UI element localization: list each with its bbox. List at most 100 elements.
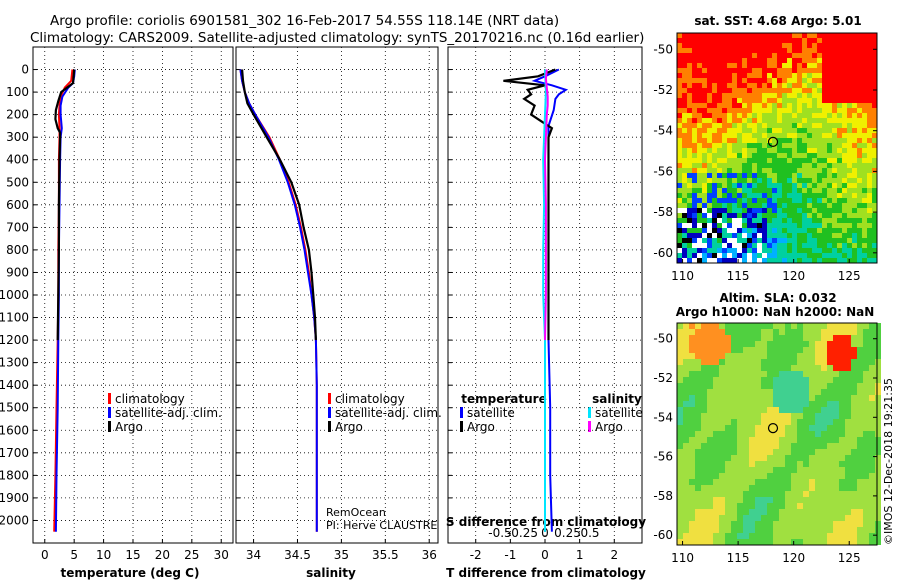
map-cell bbox=[772, 158, 777, 163]
map-cell bbox=[731, 449, 737, 455]
map-cell bbox=[815, 413, 821, 419]
map-cell bbox=[712, 123, 717, 128]
map-cell bbox=[727, 228, 732, 233]
map-cell bbox=[772, 248, 777, 253]
map-cell bbox=[719, 497, 725, 503]
map-cell bbox=[755, 341, 761, 347]
map-cell bbox=[692, 83, 697, 88]
map-cell bbox=[719, 359, 725, 365]
map-cell bbox=[737, 93, 742, 98]
map-cell bbox=[807, 58, 812, 63]
map-cell bbox=[809, 497, 815, 503]
map-cell bbox=[875, 335, 881, 341]
map-cell bbox=[737, 509, 743, 515]
map-cell bbox=[822, 213, 827, 218]
map-cell bbox=[722, 118, 727, 123]
map-cell bbox=[725, 437, 731, 443]
map-cell bbox=[832, 258, 837, 263]
map-cell bbox=[837, 223, 842, 228]
map-cell bbox=[797, 467, 803, 473]
map-cell bbox=[867, 213, 872, 218]
map-cell bbox=[792, 258, 797, 263]
map-cell bbox=[862, 203, 867, 208]
map-cell bbox=[815, 497, 821, 503]
map-cell bbox=[677, 359, 683, 365]
map-cell bbox=[707, 503, 713, 509]
map-cell bbox=[749, 425, 755, 431]
map-cell bbox=[785, 395, 791, 401]
map-cell bbox=[817, 233, 822, 238]
map-cell bbox=[683, 491, 689, 497]
map-cell bbox=[832, 178, 837, 183]
map-cell bbox=[822, 183, 827, 188]
map-cell bbox=[827, 238, 832, 243]
map-cell bbox=[747, 48, 752, 53]
map-cell bbox=[867, 98, 872, 103]
map-cell bbox=[722, 88, 727, 93]
map-cell bbox=[702, 213, 707, 218]
map-cell bbox=[719, 467, 725, 473]
map-cell bbox=[742, 78, 747, 83]
map-cell bbox=[857, 377, 863, 383]
map-cell bbox=[851, 503, 857, 509]
map-x-tick-label: 125 bbox=[838, 269, 861, 283]
map-cell bbox=[872, 158, 877, 163]
map-cell bbox=[817, 48, 822, 53]
map-cell bbox=[867, 58, 872, 63]
map-cell bbox=[707, 198, 712, 203]
map-cell bbox=[749, 449, 755, 455]
map-cell bbox=[707, 153, 712, 158]
map-cell bbox=[839, 377, 845, 383]
map-cell bbox=[762, 218, 767, 223]
map-cell bbox=[869, 527, 875, 533]
map-cell bbox=[737, 118, 742, 123]
map-cell bbox=[743, 497, 749, 503]
map-cell bbox=[682, 83, 687, 88]
map-cell bbox=[752, 113, 757, 118]
map-cell bbox=[875, 407, 881, 413]
map-cell bbox=[707, 113, 712, 118]
map-cell bbox=[737, 208, 742, 213]
map-cell bbox=[777, 253, 782, 258]
map-cell bbox=[677, 335, 683, 341]
map-cell bbox=[867, 93, 872, 98]
map-cell bbox=[677, 113, 682, 118]
map-cell bbox=[821, 353, 827, 359]
map-cell bbox=[767, 389, 773, 395]
map-cell bbox=[737, 128, 742, 133]
map-cell bbox=[749, 347, 755, 353]
map-cell bbox=[767, 38, 772, 43]
map-cell bbox=[731, 383, 737, 389]
map-cell bbox=[851, 365, 857, 371]
legend-swatch-climatology bbox=[108, 393, 111, 404]
map-cell bbox=[797, 473, 803, 479]
map-cell bbox=[872, 228, 877, 233]
map-cell bbox=[682, 233, 687, 238]
map-cell bbox=[767, 329, 773, 335]
map-cell bbox=[827, 233, 832, 238]
map-cell bbox=[742, 183, 747, 188]
map-cell bbox=[707, 168, 712, 173]
map-cell bbox=[752, 58, 757, 63]
map-cell bbox=[782, 253, 787, 258]
map-cell bbox=[731, 323, 737, 329]
map-cell bbox=[869, 431, 875, 437]
map-cell bbox=[782, 78, 787, 83]
map-cell bbox=[847, 213, 852, 218]
map-cell bbox=[707, 323, 713, 329]
map-cell bbox=[677, 203, 682, 208]
map-cell bbox=[845, 515, 851, 521]
map-cell bbox=[772, 138, 777, 143]
map-cell bbox=[695, 395, 701, 401]
map-cell bbox=[815, 359, 821, 365]
map-cell bbox=[837, 73, 842, 78]
map-cell bbox=[772, 208, 777, 213]
map-cell bbox=[732, 138, 737, 143]
map-cell bbox=[822, 68, 827, 73]
map-cell bbox=[845, 437, 851, 443]
map-cell bbox=[677, 323, 683, 329]
map-cell bbox=[692, 248, 697, 253]
map-cell bbox=[677, 153, 682, 158]
map-cell bbox=[809, 371, 815, 377]
difference-panel: T difference from climatology S differen… bbox=[446, 46, 646, 580]
